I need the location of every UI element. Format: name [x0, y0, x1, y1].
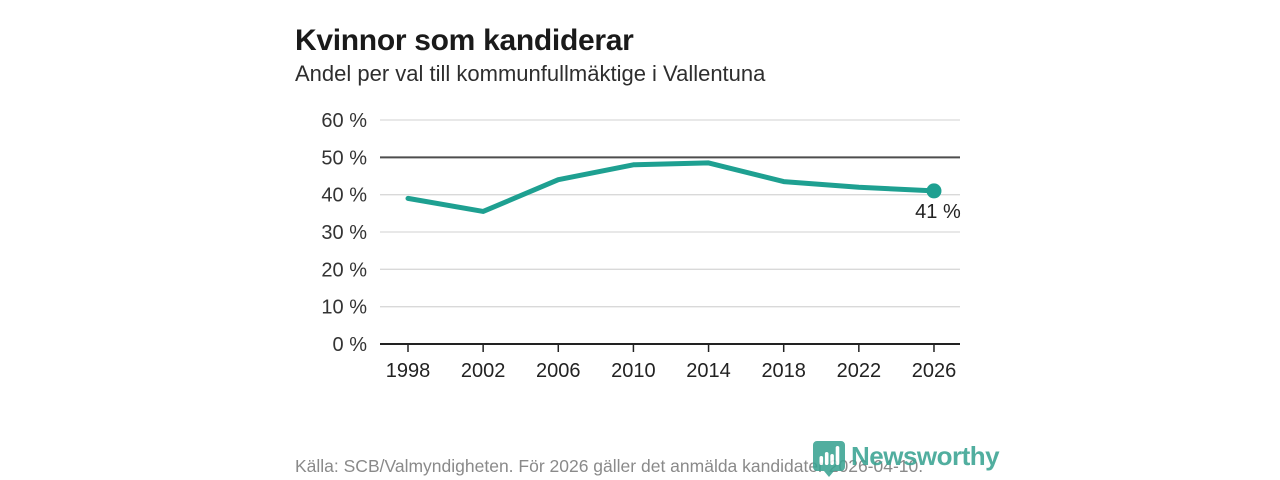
end-value-label: 41 %: [915, 201, 961, 223]
y-tick-label: 10 %: [321, 297, 367, 319]
bar-chart-pin-icon: [813, 441, 845, 477]
y-tick-label: 60 %: [321, 110, 367, 132]
newsworthy-wordmark: Newsworthy: [851, 441, 1000, 471]
end-point-marker: [926, 183, 942, 199]
y-tick-label: 20 %: [321, 259, 367, 281]
y-tick-label: 50 %: [321, 147, 367, 169]
y-tick-label: 0 %: [333, 334, 368, 356]
y-tick-label: 30 %: [321, 222, 367, 244]
x-tick-label: 2006: [536, 360, 581, 382]
x-tick-label: 2010: [611, 360, 656, 382]
x-tick-label: 2002: [461, 360, 506, 382]
x-tick-label: 2022: [837, 360, 882, 382]
x-tick-label: 2026: [912, 360, 957, 382]
chart-subtitle: Andel per val till kommunfullmäktige i V…: [295, 61, 766, 86]
x-tick-label: 2018: [761, 360, 806, 382]
source-note: Källa: SCB/Valmyndigheten. För 2026 gäll…: [295, 456, 924, 476]
newsworthy-logo: Newsworthy: [812, 440, 1000, 478]
y-tick-label: 40 %: [321, 185, 367, 207]
x-tick-label: 1998: [386, 360, 431, 382]
line-chart: 0 % 10 % 20 % 30 % 40 % 50 % 60 % 1998 2002 2006 2…: [295, 105, 985, 405]
chart-title: Kvinnor som kandiderar: [295, 24, 634, 58]
x-tick-label: 2014: [686, 360, 731, 382]
data-line: [405, 160, 937, 214]
chart-svg: 0 % 10 % 20 % 30 % 40 % 50 % 60 % 1998 2002 2006 2…: [321, 110, 961, 382]
